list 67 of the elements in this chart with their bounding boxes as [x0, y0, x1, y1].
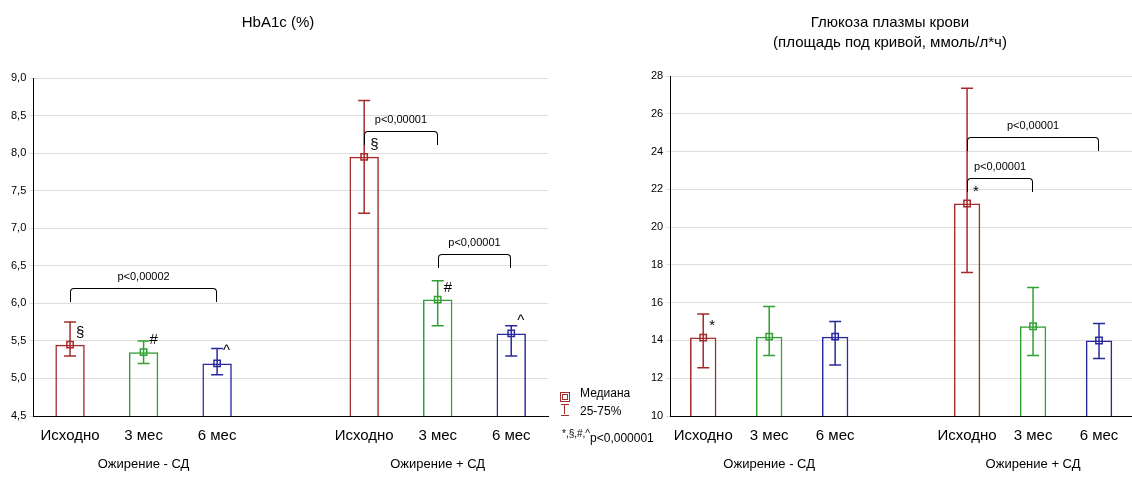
annotation: * [973, 181, 979, 200]
y-tick-label: 18 [650, 257, 664, 270]
annotation: ^ [223, 341, 231, 360]
point [831, 332, 840, 341]
x-tick-label: 6 мес [815, 426, 855, 444]
y-tick-label: 10 [650, 409, 664, 422]
x-tick-label: Исходно [334, 426, 394, 444]
point [360, 152, 369, 161]
y-tick-label: 22 [650, 182, 664, 195]
annotation: p<0,00001 [1006, 118, 1060, 132]
x-tick-label: 3 мес [124, 426, 164, 444]
x-tick-label: Исходно [673, 426, 733, 444]
x-tick-label: 3 мес [418, 426, 458, 444]
annotation: # [443, 277, 453, 296]
y-tick-label: 5,5 [10, 333, 27, 346]
point [1029, 322, 1037, 331]
y-tick-label: 6,0 [10, 296, 27, 309]
text: Ожирение + СД [390, 456, 486, 472]
y-tick-label: 24 [650, 144, 664, 157]
point [1095, 336, 1103, 345]
y-tick-label: 14 [650, 333, 664, 346]
chart-subtitle: (площадь под кривой, ммоль/л*ч) [773, 33, 1007, 51]
point [699, 333, 708, 342]
x-tick-label: 6 мес [197, 426, 237, 444]
point [213, 359, 222, 368]
y-tick-label: 12 [650, 371, 664, 384]
y-tick-label: 7,0 [10, 221, 27, 234]
y-tick-label: 16 [650, 295, 664, 308]
chart-title: Глюкоза плазмы крови [810, 13, 970, 31]
y-tick-label: 5,0 [10, 371, 27, 384]
point [66, 340, 74, 349]
text: 25-75% [580, 404, 622, 419]
y-tick-label: 28 [650, 69, 664, 82]
y-tick-label: 6,5 [10, 258, 27, 271]
annotation: p<0,00001 [448, 236, 501, 250]
x-tick-label: 6 мес [491, 426, 532, 444]
annotation: # [149, 330, 158, 349]
x-tick-label: Исходно [937, 426, 997, 444]
text: Ожирение - СД [723, 456, 816, 472]
y-tick-label: 8,5 [10, 108, 27, 121]
text: $^{*,§,#,^}$p<0,000001 [562, 428, 654, 446]
x-tick-label: 3 мес [749, 426, 790, 444]
text: Медиана [580, 386, 631, 401]
annotation: p<0,00001 [374, 112, 428, 126]
x-tick-label: Исходно [40, 426, 100, 444]
chart-title: HbA1c (%) [241, 13, 315, 31]
point [139, 348, 148, 357]
annotation: ^ [517, 311, 525, 330]
point [963, 199, 972, 208]
point [433, 295, 442, 304]
y-tick-label: 4,5 [10, 409, 27, 422]
y-tick-label: 8,0 [10, 146, 27, 159]
x-tick-label: 6 мес [1079, 426, 1119, 444]
annotation: p<0,00001 [973, 160, 1027, 174]
y-tick-label: 7,5 [10, 183, 27, 196]
point [507, 329, 516, 338]
y-tick-label: 20 [650, 220, 664, 233]
annotation: p<0,00002 [117, 270, 170, 284]
x-tick-label: 3 мес [1013, 426, 1053, 444]
annotation: § [76, 322, 85, 341]
annotation: § [370, 134, 379, 153]
text: Ожирение + СД [985, 456, 1081, 472]
text: Ожирение - СД [97, 456, 190, 472]
y-tick-label: 9,0 [10, 71, 27, 84]
y-tick-label: 26 [650, 106, 664, 119]
point [765, 332, 774, 341]
annotation: * [709, 315, 716, 334]
